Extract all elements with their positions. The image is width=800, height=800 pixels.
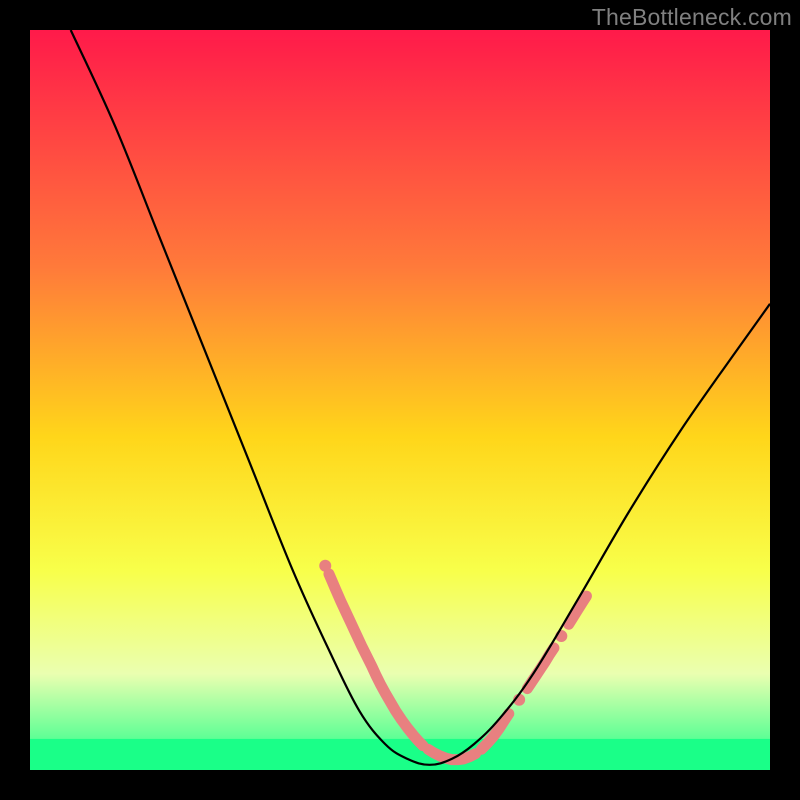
chart-canvas: TheBottleneck.com	[0, 0, 800, 800]
marker-dot	[319, 560, 331, 572]
watermark-text: TheBottleneck.com	[592, 4, 792, 31]
chart-svg	[0, 0, 800, 800]
plot-background	[30, 30, 770, 770]
